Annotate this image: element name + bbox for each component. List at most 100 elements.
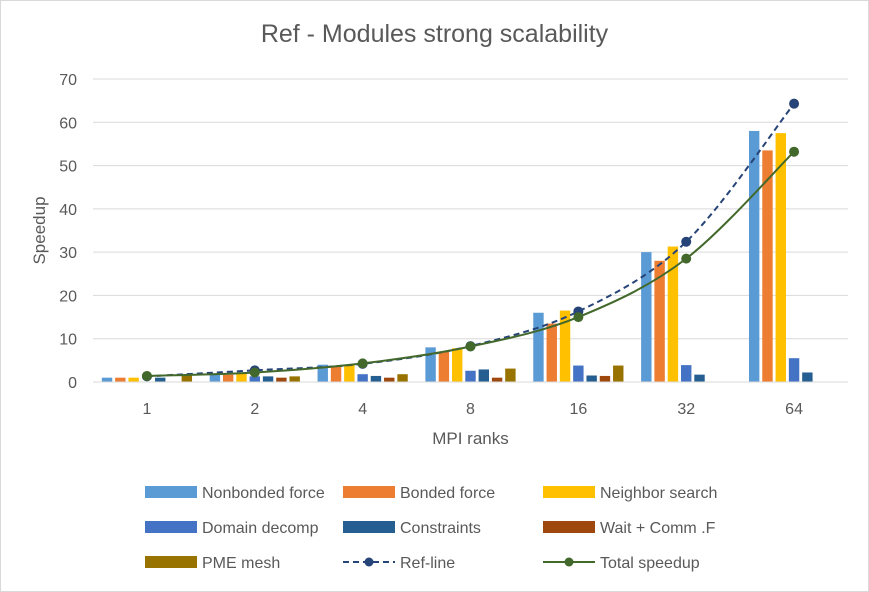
bar-nonbonded-force (533, 312, 544, 382)
bar-bonded-force (222, 374, 234, 382)
x-tick-label: 2 (250, 401, 259, 418)
point-ref-line (789, 98, 800, 109)
bar-nonbonded-force (641, 252, 652, 382)
point-total-speedup (789, 146, 800, 157)
y-axis-title: Speedup (30, 196, 49, 264)
legend-item-ref-line: Ref-line (343, 555, 455, 572)
x-tick-label: 64 (785, 401, 803, 418)
bar-domain-decomp (465, 370, 476, 382)
point-total-speedup (249, 367, 260, 378)
bar-neighbor-search (559, 310, 571, 382)
grid-layer (93, 78, 848, 383)
bar-constraints (586, 375, 597, 382)
bar-constraints (478, 369, 489, 382)
legend-layer: Nonbonded force Bonded force Neighbor sear… (145, 485, 717, 572)
x-tick-label: 1 (142, 401, 151, 418)
point-total-speedup (573, 312, 584, 323)
line-ref-line (146, 103, 795, 378)
y-tick-label: 30 (59, 245, 77, 262)
x-tick-label: 8 (466, 401, 475, 418)
bar-pme-mesh (505, 368, 516, 382)
point-total-speedup (141, 370, 152, 381)
legend-swatch (145, 521, 197, 533)
bar-neighbor-search (775, 133, 786, 382)
bar-pme-mesh (397, 374, 408, 382)
bar-wait-comm-f (384, 377, 395, 382)
bar-domain-decomp (357, 374, 368, 382)
bar-neighbor-search (667, 246, 679, 382)
bar-pme-mesh (181, 375, 193, 382)
legend-swatch-marker (564, 557, 574, 567)
x-tick-label: 4 (358, 401, 367, 418)
legend-swatch (145, 486, 197, 498)
legend-item-nonbonded-force: Nonbonded force (145, 485, 325, 502)
y-tick-label: 40 (59, 202, 77, 219)
y-tick-label: 10 (59, 332, 77, 349)
legend-swatch-marker (364, 557, 374, 567)
legend-label: Ref-line (400, 555, 455, 572)
bar-bonded-force (546, 323, 557, 382)
legend-item-total-speedup: Total speedup (543, 555, 700, 572)
bar-neighbor-search (236, 373, 247, 382)
legend-label: Domain decomp (202, 520, 319, 537)
legend-label: Constraints (400, 520, 481, 537)
bar-bonded-force (762, 150, 773, 382)
legend-swatch (543, 521, 595, 533)
y-tick-label: 60 (59, 115, 77, 132)
x-tick-label: 16 (569, 401, 587, 418)
bar-constraints (262, 376, 274, 382)
bar-domain-decomp (681, 365, 692, 382)
legend-swatch (543, 486, 595, 498)
axis-layer: 0 10 20 30 40 50 60 70 1 2 4 8 16 32 64 MPI ranks Speedu… (30, 72, 848, 448)
x-axis-title: MPI ranks (432, 429, 509, 448)
y-tick-label: 0 (68, 375, 77, 392)
bar-bonded-force (654, 260, 665, 382)
y-tick-label: 20 (59, 288, 77, 305)
legend-swatch (343, 521, 395, 533)
legend-item-wait-comm-f: Wait + Comm .F (543, 520, 716, 537)
legend-item-bonded-force: Bonded force (343, 485, 495, 502)
bar-domain-decomp (249, 376, 260, 382)
bar-bonded-force (330, 365, 342, 382)
y-tick-label: 70 (59, 72, 77, 89)
bar-neighbor-search (128, 377, 139, 382)
legend-label: PME mesh (202, 555, 280, 572)
bar-domain-decomp (573, 365, 584, 382)
bar-wait-comm-f (599, 375, 611, 382)
y-tick-label: 50 (59, 159, 77, 176)
bars-layer (101, 130, 813, 382)
bar-wait-comm-f (276, 377, 287, 382)
bar-neighbor-search (344, 364, 355, 382)
point-ref-line (681, 236, 692, 247)
legend-label: Wait + Comm .F (600, 520, 716, 537)
lines-layer (141, 98, 800, 382)
legend-swatch (343, 486, 395, 498)
bar-neighbor-search (452, 348, 463, 382)
bar-constraints (370, 375, 382, 382)
legend-item-domain-decomp: Domain decomp (145, 520, 319, 537)
bar-pme-mesh (289, 376, 300, 382)
bar-constraints (155, 377, 166, 382)
legend-item-neighbor-search: Neighbor search (543, 485, 717, 502)
bar-nonbonded-force (209, 373, 221, 382)
bar-pme-mesh (613, 365, 624, 382)
bar-nonbonded-force (101, 377, 113, 382)
legend-item-constraints: Constraints (343, 520, 481, 537)
x-tick-label: 32 (677, 401, 695, 418)
legend-label: Total speedup (600, 555, 700, 572)
legend-label: Neighbor search (600, 485, 717, 502)
point-total-speedup (465, 341, 476, 352)
bar-domain-decomp (788, 358, 800, 382)
chart-title: Ref - Modules strong scalability (260, 20, 609, 48)
bar-constraints (694, 374, 705, 382)
legend-swatch (145, 556, 197, 568)
point-total-speedup (357, 358, 368, 369)
bar-nonbonded-force (317, 364, 328, 382)
legend-label: Bonded force (400, 485, 495, 502)
bar-constraints (802, 372, 813, 382)
bar-nonbonded-force (748, 130, 760, 382)
bar-wait-comm-f (491, 377, 503, 382)
bar-bonded-force (438, 351, 450, 382)
